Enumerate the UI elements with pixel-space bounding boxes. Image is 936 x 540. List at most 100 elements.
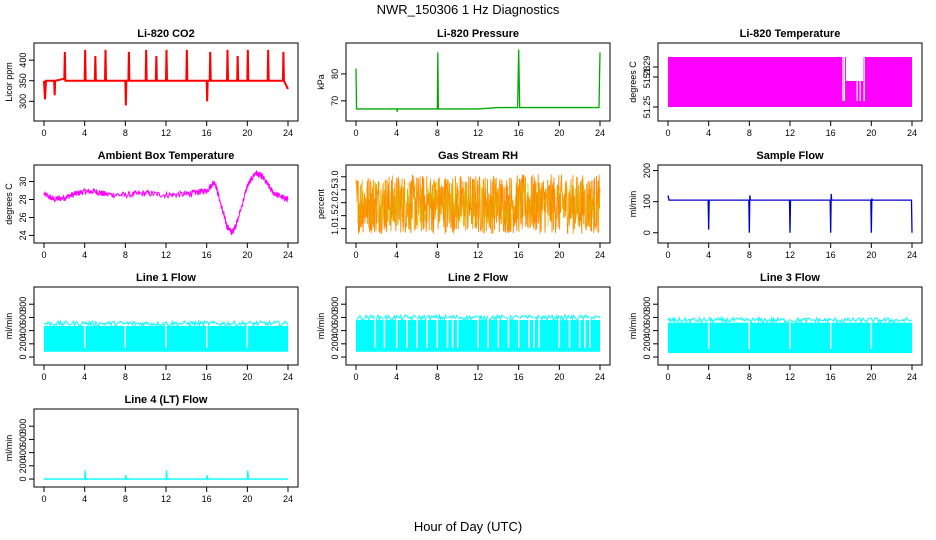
x-tick-label: 12 (161, 250, 171, 260)
x-tick-label: 8 (123, 494, 128, 504)
panel-title: Li-820 CO2 (137, 28, 194, 40)
panel-6: Sample Flow 0 4 8 12 16 20 24 0 100 200 ml/min (628, 150, 923, 260)
y-axis-label: ml/min (316, 313, 326, 340)
x-tick-label: 4 (394, 128, 399, 138)
panel-title: Line 1 Flow (136, 272, 196, 284)
y-tick-label: 800 (642, 297, 652, 312)
y-tick-label: 400 (642, 323, 652, 338)
x-tick-label: 12 (473, 372, 483, 382)
x-tick-label: 12 (161, 128, 171, 138)
x-tick-label: 12 (161, 494, 171, 504)
x-tick-label: 0 (665, 250, 670, 260)
x-tick-label: 16 (826, 372, 836, 382)
y-tick-label: 200 (642, 163, 652, 178)
temperature-band (845, 81, 864, 107)
x-tick-label: 8 (435, 250, 440, 260)
y-tick-label: 0 (18, 355, 28, 360)
x-tick-label: 8 (435, 372, 440, 382)
panel-title: Ambient Box Temperature (98, 150, 235, 162)
x-tick-label: 0 (41, 128, 46, 138)
figure-title: NWR_150306 1 Hz Diagnostics (377, 2, 560, 17)
x-tick-label: 12 (785, 128, 795, 138)
series-line (44, 470, 288, 480)
x-tick-label: 24 (283, 372, 293, 382)
x-tick-label: 20 (554, 372, 564, 382)
temperature-band (863, 57, 912, 107)
y-tick-label: 800 (330, 297, 340, 312)
x-tick-label: 0 (665, 128, 670, 138)
x-tick-label: 20 (242, 250, 252, 260)
y-tick-label: 2.5 (330, 183, 340, 196)
x-tick-label: 8 (747, 372, 752, 382)
x-tick-label: 4 (82, 494, 87, 504)
y-tick-label: 0 (642, 230, 652, 235)
y-tick-label: 600 (642, 310, 652, 325)
x-tick-label: 24 (907, 128, 917, 138)
x-tick-label: 24 (907, 372, 917, 382)
panel-10: Line 4 (LT) Flow 0 4 8 12 16 20 24 0 200400600800… (4, 394, 299, 504)
x-tick-label: 20 (866, 128, 876, 138)
x-tick-label: 8 (747, 250, 752, 260)
x-tick-label: 12 (785, 372, 795, 382)
panel-1: Li-820 CO2 0 4 8 12 16 20 24 300 350 400 Licor ppm (4, 28, 299, 138)
x-tick-label: 0 (41, 250, 46, 260)
y-tick-label: 51.25 (642, 96, 652, 119)
y-tick-label: 400 (18, 445, 28, 460)
y-tick-label: 300 (18, 94, 28, 109)
y-axis-label: kPa (316, 74, 326, 90)
x-tick-label: 24 (283, 128, 293, 138)
panel-5: Gas Stream RH 0 4 8 12 16 20 24 1.01.52.02.53.0 p… (316, 150, 611, 260)
series-line (43, 49, 289, 106)
y-tick-label: 0 (642, 355, 652, 360)
panel-title: Line 4 (LT) Flow (125, 394, 208, 406)
y-tick-label: 800 (18, 419, 28, 434)
y-tick-label: 600 (18, 310, 28, 325)
y-axis-label: ml/min (628, 313, 638, 340)
panel-title: Line 3 Flow (760, 272, 820, 284)
y-tick-label: 200 (330, 336, 340, 351)
y-tick-label: 200 (18, 336, 28, 351)
x-tick-label: 4 (82, 128, 87, 138)
x-tick-label: 16 (202, 128, 212, 138)
x-tick-label: 8 (123, 250, 128, 260)
y-axis-label: degrees C (4, 183, 14, 225)
panel-title: Gas Stream RH (438, 150, 518, 162)
x-tick-label: 16 (514, 128, 524, 138)
x-tick-label: 24 (595, 128, 605, 138)
y-tick-label: 3.0 (330, 171, 340, 184)
y-tick-label: 30 (18, 177, 28, 187)
y-tick-label: 200 (642, 336, 652, 351)
x-tick-label: 0 (41, 494, 46, 504)
series-line (43, 170, 289, 236)
x-tick-label: 0 (353, 128, 358, 138)
y-tick-label: 51.29 (642, 56, 652, 79)
y-tick-label: 28 (18, 195, 28, 205)
y-axis-label: ml/min (4, 435, 14, 462)
panel-4: Ambient Box Temperature 0 4 8 12 16 20 24 24 26 28… (4, 150, 299, 260)
y-tick-label: 400 (18, 53, 28, 68)
x-tick-label: 24 (907, 250, 917, 260)
flow-band-edge (667, 316, 913, 325)
y-tick-label: 80 (330, 69, 340, 79)
x-tick-label: 4 (394, 250, 399, 260)
x-tick-label: 16 (826, 250, 836, 260)
y-axis-label: percent (316, 188, 326, 219)
series-line (355, 49, 601, 112)
y-tick-label: 1.0 (330, 222, 340, 235)
x-tick-label: 16 (826, 128, 836, 138)
x-tick-label: 16 (514, 372, 524, 382)
panel-3: Li-820 Temperature 0 4 8 12 16 20 24 51.25 51.285… (628, 28, 923, 138)
x-tick-label: 0 (353, 250, 358, 260)
y-tick-label: 2.0 (330, 196, 340, 209)
x-tick-label: 0 (353, 372, 358, 382)
x-axis-title: Hour of Day (UTC) (414, 519, 522, 534)
x-tick-label: 12 (785, 250, 795, 260)
y-tick-label: 400 (18, 323, 28, 338)
panel-title: Line 2 Flow (448, 272, 508, 284)
panel-title: Li-820 Temperature (740, 28, 841, 40)
y-tick-label: 24 (18, 230, 28, 240)
panel-title: Li-820 Pressure (437, 28, 519, 40)
